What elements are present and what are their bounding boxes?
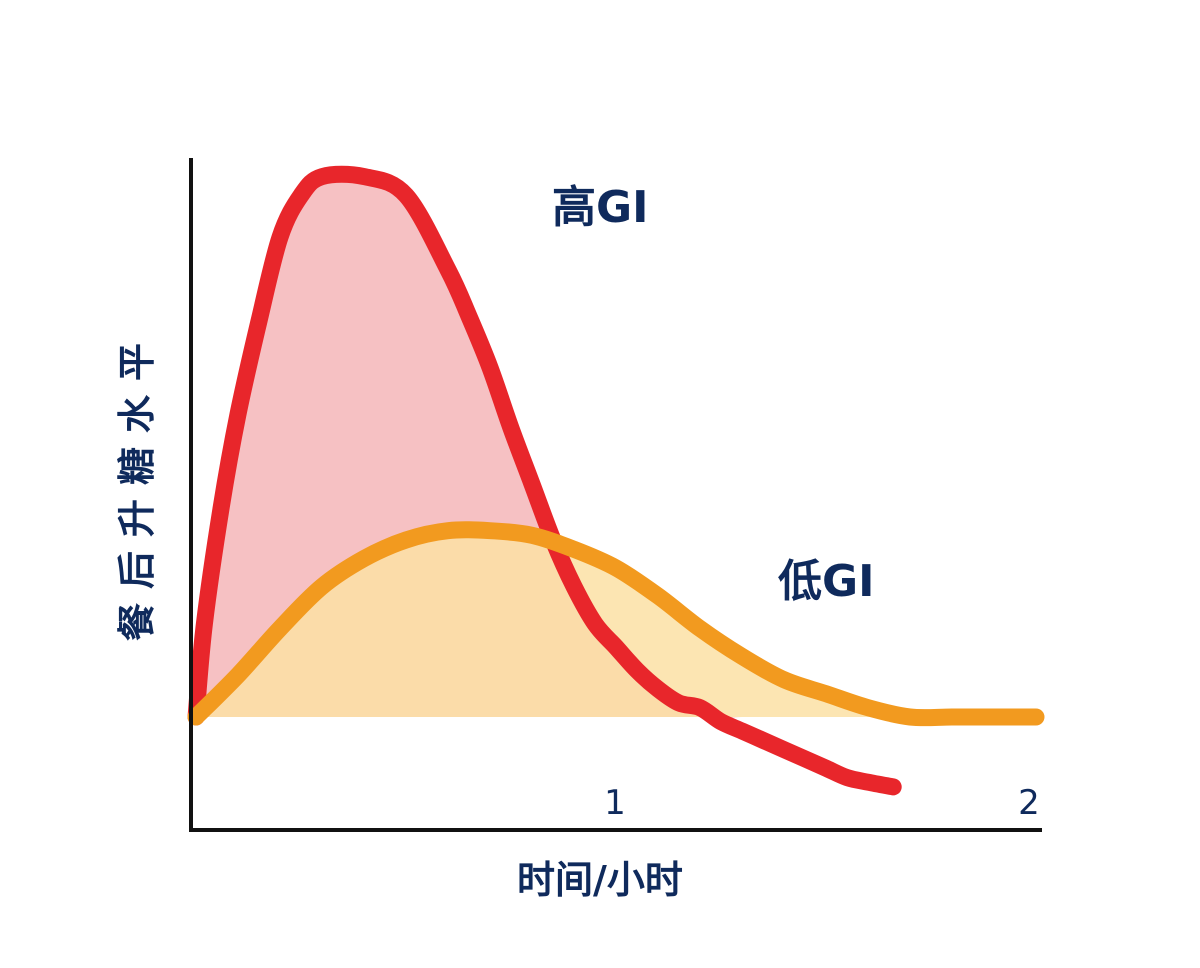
series-label-low-gi: 低GI [778,556,875,607]
series-line-1 [187,521,1045,727]
series-lines [187,165,1045,796]
series-label-high-gi: 高GI [552,182,649,233]
y-axis-label: 餐后升糖水平 [115,329,159,641]
x-tick-label-2: 2 [1018,783,1040,823]
series-area-1 [196,529,1036,718]
x-tick-label-1: 1 [604,783,626,823]
series-fills [196,174,1036,718]
x-axis-label: 时间/小时 [517,858,683,902]
